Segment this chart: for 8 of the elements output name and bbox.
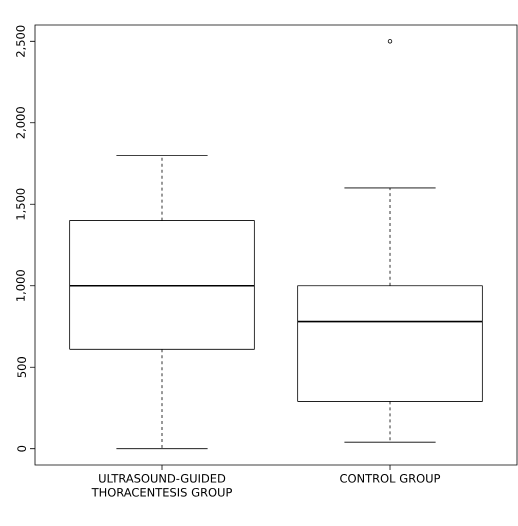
- y-tick-label: 500: [17, 357, 26, 378]
- x-tick-label: ULTRASOUND-GUIDED THORACENTESIS GROUP: [92, 474, 232, 497]
- y-tick-label: 0: [17, 446, 26, 452]
- x-tick-label: CONTROL GROUP: [340, 474, 440, 483]
- y-tick-label: 1,500: [16, 188, 26, 220]
- y-tick-label: 1,000: [16, 270, 26, 301]
- y-tick-label: 2,500: [16, 26, 26, 57]
- y-tick-label: 2,000: [16, 107, 26, 138]
